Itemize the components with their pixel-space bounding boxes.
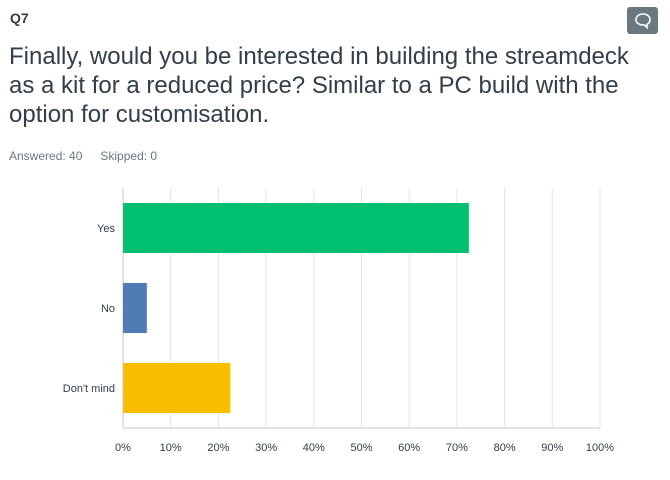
skipped-count: Skipped: 0: [100, 149, 158, 163]
category-label: Yes: [97, 223, 115, 235]
x-tick-label: 0%: [115, 442, 131, 454]
answered-count: Answered: 40: [9, 149, 83, 163]
category-label: No: [101, 303, 115, 315]
x-tick-label: 70%: [446, 442, 468, 454]
x-tick-label: 30%: [255, 442, 277, 454]
bars: [123, 203, 469, 413]
bar-no[interactable]: [123, 283, 147, 333]
x-tick-label: 90%: [541, 442, 563, 454]
x-tick-label: 50%: [350, 442, 372, 454]
comment-button[interactable]: [627, 7, 658, 34]
x-tick-label: 20%: [207, 442, 229, 454]
x-axis-tick-labels: 0% 10% 20% 30% 40% 50% 60% 70% 80% 90% 100%: [115, 442, 614, 454]
x-tick-label: 100%: [586, 442, 614, 454]
question-number: Q7: [10, 10, 29, 26]
x-tick-label: 60%: [398, 442, 420, 454]
category-labels: Yes No Don't mind: [63, 223, 116, 395]
bar-yes[interactable]: [123, 203, 469, 253]
category-label: Don't mind: [63, 383, 115, 395]
bar-don-t-mind[interactable]: [123, 363, 231, 413]
speech-bubble-icon: [634, 12, 651, 29]
x-tick-label: 10%: [160, 442, 182, 454]
response-stats: Answered: 40 Skipped: 0: [9, 149, 157, 163]
question-title: Finally, would you be interested in buil…: [9, 43, 629, 128]
x-tick-label: 80%: [494, 442, 516, 454]
x-tick-label: 40%: [303, 442, 325, 454]
